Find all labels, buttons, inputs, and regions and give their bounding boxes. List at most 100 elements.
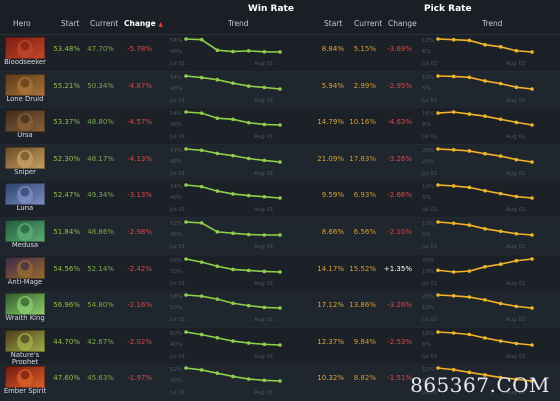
pick-trend-point[interactable] — [530, 342, 534, 347]
win-trend-point[interactable] — [215, 297, 220, 302]
pick-trend-point[interactable] — [530, 233, 534, 237]
hero-name[interactable]: Anti-Mage — [7, 277, 43, 286]
bloodseeker-portrait[interactable] — [5, 37, 45, 59]
hero-name[interactable]: Nature's Prophet — [10, 350, 40, 366]
pick-trend-point[interactable] — [514, 258, 519, 263]
pick-trend-column-header[interactable]: Trend — [482, 19, 503, 28]
hero-column-header[interactable]: Hero — [13, 19, 31, 28]
pick-trend-point[interactable] — [451, 37, 456, 42]
win-trend-point[interactable] — [278, 306, 282, 310]
win-trend-point[interactable] — [199, 148, 204, 152]
wraith-king-portrait[interactable] — [5, 293, 45, 316]
pick-trend-point[interactable] — [498, 376, 503, 380]
win-current-column-header[interactable]: Current — [90, 19, 119, 28]
pick-trend-point[interactable] — [451, 184, 456, 189]
win-trend-point[interactable] — [246, 49, 251, 53]
pick-trend-point[interactable] — [467, 148, 472, 153]
win-trend-point[interactable] — [231, 375, 235, 379]
pick-trend-point[interactable] — [514, 120, 519, 125]
pick-trend-point[interactable] — [436, 329, 440, 334]
win-trend-point[interactable] — [184, 110, 188, 114]
win-trend-point[interactable] — [278, 233, 282, 237]
table-row[interactable]: Bloodseeker 53.48% 47.70% -5.78% 54% 48% Jul 0… — [0, 35, 560, 72]
win-trend-point[interactable] — [246, 194, 251, 198]
pick-trend-point[interactable] — [483, 373, 487, 378]
win-trend-point[interactable] — [199, 75, 204, 79]
win-trend-point[interactable] — [199, 368, 204, 373]
pick-trend-point[interactable] — [467, 295, 472, 300]
lone-druid-portrait[interactable] — [5, 73, 45, 96]
pick-change-column-header[interactable]: Change — [388, 19, 417, 28]
luna-portrait[interactable] — [5, 183, 45, 206]
win-trend-point[interactable] — [246, 304, 251, 308]
pick-trend-point[interactable] — [436, 111, 440, 116]
win-trend-point[interactable] — [215, 48, 220, 53]
pick-trend-point[interactable] — [467, 268, 472, 273]
pick-start-column-header[interactable]: Start — [324, 19, 343, 28]
win-change-column-header[interactable]: Change ▲ — [124, 19, 163, 28]
win-trend-point[interactable] — [215, 189, 220, 194]
win-trend-point[interactable] — [246, 377, 251, 382]
pick-trend-point[interactable] — [436, 220, 440, 224]
win-trend-point[interactable] — [215, 264, 220, 268]
pick-trend-point[interactable] — [436, 37, 440, 41]
pick-trend-point[interactable] — [514, 48, 519, 53]
pick-trend-point[interactable] — [530, 379, 534, 384]
pick-trend-point[interactable] — [498, 338, 503, 343]
table-row[interactable]: Luna 52.47% 49.34% -3.13% 54% 48% Jul 01 Aug 01… — [0, 181, 560, 219]
pick-trend-point[interactable] — [530, 196, 534, 201]
pick-trend-point[interactable] — [451, 110, 456, 114]
pick-trend-point[interactable] — [498, 261, 503, 266]
pick-trend-point[interactable] — [451, 147, 456, 152]
pick-trend-point[interactable] — [436, 268, 440, 272]
win-trend-point[interactable] — [246, 232, 251, 237]
pick-trend-point[interactable] — [483, 42, 487, 47]
win-trend-point[interactable] — [262, 342, 267, 346]
pick-trend-point[interactable] — [467, 332, 472, 337]
pick-trend-point[interactable] — [498, 229, 503, 234]
win-trend-point[interactable] — [231, 80, 235, 85]
pick-trend-point[interactable] — [483, 264, 487, 269]
pick-trend-point[interactable] — [530, 50, 534, 54]
win-trend-point[interactable] — [231, 49, 235, 54]
pick-trend-point[interactable] — [451, 269, 456, 274]
hero-name[interactable]: Ursa — [17, 131, 33, 140]
natures-prophet-portrait[interactable] — [5, 329, 45, 352]
pick-trend-point[interactable] — [467, 112, 472, 117]
table-row[interactable]: Ember Spirit 47.60% 45.63% -1.97% 52% 40% Jul … — [0, 364, 560, 401]
win-trend-point[interactable] — [262, 85, 267, 89]
pick-trend-point[interactable] — [436, 293, 440, 297]
sniper-portrait[interactable] — [5, 146, 45, 169]
win-trend-point[interactable] — [262, 122, 267, 127]
pick-trend-point[interactable] — [436, 73, 440, 78]
table-row[interactable]: Wraith King 56.96% 54.80% -2.16% 58% 50% Jul 0… — [0, 291, 560, 329]
win-trend-point[interactable] — [231, 117, 235, 122]
pick-trend-point[interactable] — [483, 335, 487, 340]
table-row[interactable]: Lone Druid 55.21% 50.34% -4.87% 54% 48% Jul 01… — [0, 71, 560, 109]
win-trend-point[interactable] — [262, 269, 267, 273]
table-row[interactable]: Ursa 53.37% 48.80% -4.57% 54% 48% Jul 01 Aug 01… — [0, 108, 560, 146]
pick-trend-point[interactable] — [514, 304, 519, 309]
win-trend-point[interactable] — [246, 83, 251, 88]
win-trend-point[interactable] — [278, 342, 282, 347]
pick-trend-point[interactable] — [498, 117, 503, 122]
win-trend-point[interactable] — [278, 123, 282, 127]
win-trend-column-header[interactable]: Trend — [228, 19, 249, 28]
pick-trend-point[interactable] — [467, 370, 472, 375]
win-trend-point[interactable] — [184, 183, 188, 188]
win-trend-point[interactable] — [184, 220, 188, 224]
pick-trend-point[interactable] — [514, 157, 519, 162]
hero-name[interactable]: Medusa — [11, 241, 39, 249]
win-trend-point[interactable] — [246, 268, 251, 272]
win-start-column-header[interactable]: Start — [61, 19, 80, 28]
pick-trend-point[interactable] — [436, 183, 440, 188]
pick-current-column-header[interactable]: Current — [354, 19, 383, 28]
pick-trend-point[interactable] — [530, 159, 534, 164]
win-trend-point[interactable] — [246, 341, 251, 345]
pick-trend-point[interactable] — [483, 227, 487, 231]
pick-trend-point[interactable] — [514, 377, 519, 382]
win-trend-point[interactable] — [199, 259, 204, 264]
win-trend-point[interactable] — [184, 73, 188, 78]
hero-name[interactable]: Lone Druid — [6, 94, 44, 103]
win-trend-point[interactable] — [184, 329, 188, 334]
